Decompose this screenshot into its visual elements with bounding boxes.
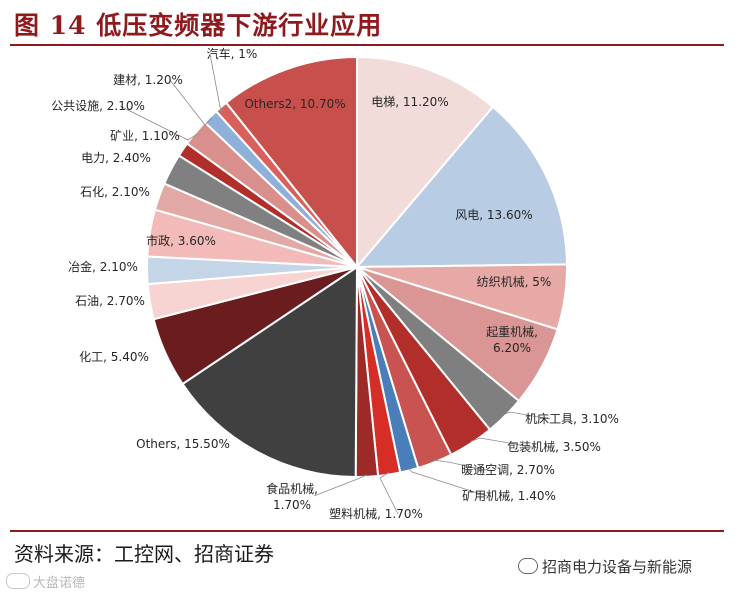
watermark-left: 大盘诺德	[6, 572, 85, 591]
slice-label: 包装机械, 3.50%	[507, 439, 601, 454]
source-rule	[10, 530, 724, 532]
wechat-icon	[518, 558, 538, 574]
leader-line	[209, 53, 223, 114]
watermark-right-text: 招商电力设备与新能源	[542, 558, 693, 576]
leader-line	[434, 459, 487, 471]
slice-label: 风电, 13.60%	[455, 208, 532, 222]
leader-line	[408, 468, 488, 497]
slice-label: 冶金, 2.10%	[68, 259, 138, 274]
slice-label: 石化, 2.10%	[80, 185, 150, 199]
title-rule	[10, 44, 724, 46]
pie-slice	[224, 55, 358, 270]
watermark-logo-icon	[6, 573, 30, 589]
slice-label: Others, 15.50%	[136, 437, 230, 451]
slice-labels: 电梯, 11.20% 风电, 13.60% 纺织机械, 5% 起重机械, 6.20% 机床…	[51, 46, 619, 521]
slice-label: 矿用机械, 1.40%	[462, 488, 556, 503]
watermark-left-text: 大盘诺德	[33, 576, 86, 591]
slice-label: 矿业, 1.10%	[110, 129, 180, 143]
slice-label: 建材, 1.20%	[113, 73, 183, 87]
slice-label: 电梯, 11.20%	[371, 95, 448, 109]
source-note: 资料来源：工控网、招商证券	[14, 542, 274, 566]
slice-label: 公共设施, 2.10%	[51, 99, 145, 113]
leader-line	[503, 411, 551, 420]
leader-line	[119, 105, 198, 141]
slice-label: 纺织机械, 5%	[477, 274, 552, 289]
slice-label: 起重机械, 6.20%	[486, 324, 538, 355]
pie-slice	[356, 55, 495, 270]
slice-label: 石油, 2.70%	[75, 294, 145, 308]
slice-label: Others2, 10.70%	[244, 97, 345, 111]
slice-label: 汽车, 1%	[207, 46, 258, 61]
slice-label: 电力, 2.40%	[81, 151, 151, 165]
slice-label: 食品机械, 1.70%	[266, 481, 318, 512]
slice-label: 市政, 3.60%	[146, 233, 216, 248]
watermark-right: 招商电力设备与新能源	[518, 556, 692, 577]
slice-label: 机床工具, 3.10%	[525, 412, 619, 426]
pie-slice	[181, 265, 359, 479]
leader-lines	[119, 53, 551, 515]
leader-line	[169, 79, 213, 126]
leader-line	[379, 472, 399, 515]
slice-label: 塑料机械, 1.70%	[329, 506, 423, 521]
pie-slice	[354, 105, 568, 269]
pie-slices	[146, 55, 568, 479]
figure-title: 图 14 低压变频器下游行业应用	[14, 11, 383, 40]
leader-line	[313, 474, 367, 497]
leader-line	[469, 437, 533, 448]
slice-label: 化工, 5.40%	[79, 350, 149, 364]
slice-label: 暖通空调, 2.70%	[461, 463, 555, 477]
